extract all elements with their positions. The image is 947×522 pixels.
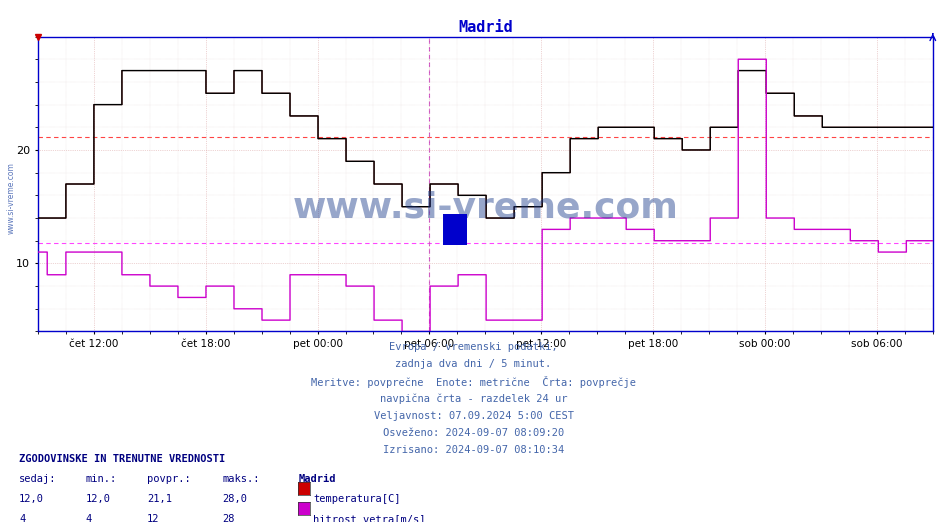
Text: 12,0: 12,0 [19,494,44,504]
Text: zadnja dva dni / 5 minut.: zadnja dva dni / 5 minut. [396,359,551,369]
Text: www.si-vreme.com: www.si-vreme.com [293,191,678,224]
Text: 12: 12 [147,514,159,522]
Text: navpična črta - razdelek 24 ur: navpična črta - razdelek 24 ur [380,394,567,404]
Text: 21,1: 21,1 [147,494,171,504]
Polygon shape [443,214,467,245]
Text: 4: 4 [85,514,92,522]
Text: Veljavnost: 07.09.2024 5:00 CEST: Veljavnost: 07.09.2024 5:00 CEST [373,411,574,421]
Text: min.:: min.: [85,474,116,484]
Title: Madrid: Madrid [458,20,512,35]
Text: sedaj:: sedaj: [19,474,57,484]
Text: maks.:: maks.: [223,474,260,484]
Text: 12,0: 12,0 [85,494,110,504]
Polygon shape [443,214,467,245]
Text: 4: 4 [19,514,26,522]
Text: Madrid: Madrid [298,474,336,484]
Text: povpr.:: povpr.: [147,474,190,484]
Text: 28: 28 [223,514,235,522]
Text: Izrisano: 2024-09-07 08:10:34: Izrisano: 2024-09-07 08:10:34 [383,445,564,455]
Polygon shape [443,214,456,230]
Text: Evropa / vremenski podatki,: Evropa / vremenski podatki, [389,342,558,352]
Text: www.si-vreme.com: www.si-vreme.com [7,162,16,234]
Text: Osveženo: 2024-09-07 08:09:20: Osveženo: 2024-09-07 08:09:20 [383,428,564,438]
Text: 28,0: 28,0 [223,494,247,504]
Text: ZGODOVINSKE IN TRENUTNE VREDNOSTI: ZGODOVINSKE IN TRENUTNE VREDNOSTI [19,454,225,464]
Text: temperatura[C]: temperatura[C] [313,494,401,504]
Polygon shape [443,230,456,245]
Text: Meritve: povprečne  Enote: metrične  Črta: povprečje: Meritve: povprečne Enote: metrične Črta:… [311,376,636,388]
Text: hitrost vetra[m/s]: hitrost vetra[m/s] [313,514,426,522]
